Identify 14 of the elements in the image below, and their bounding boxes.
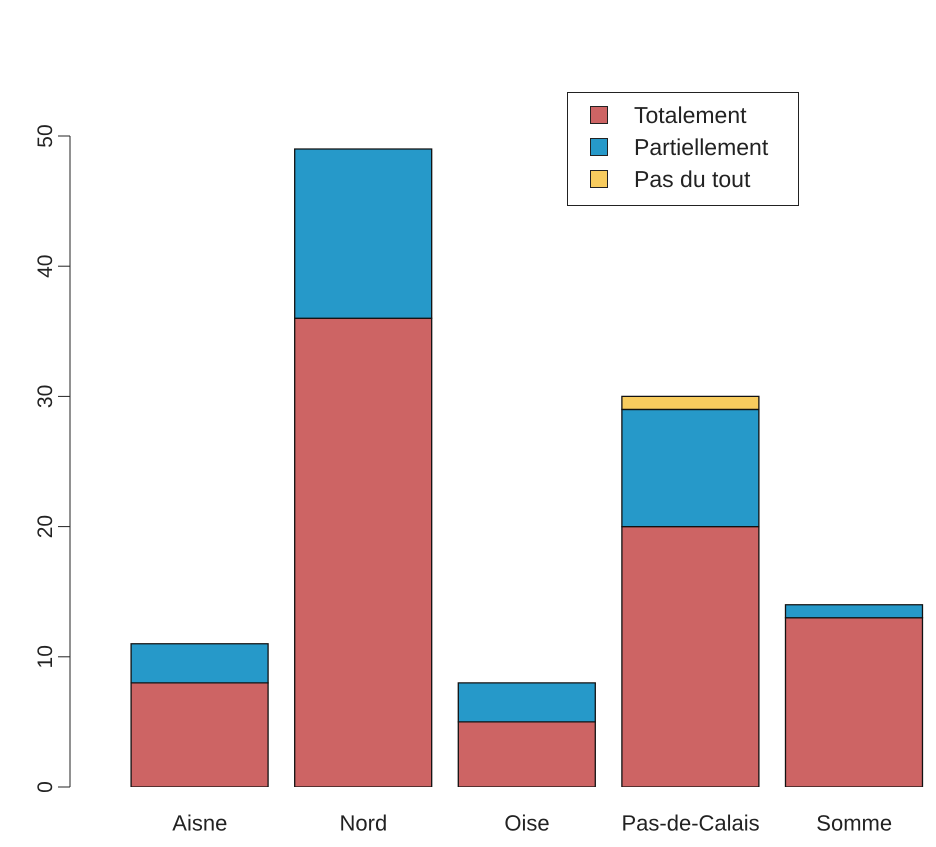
y-tick-label: 20: [34, 514, 57, 538]
legend-label: Totalement: [634, 102, 747, 128]
y-tick-label: 10: [34, 645, 57, 668]
x-tick-label: Nord: [340, 810, 388, 836]
legend-label: Pas du tout: [634, 166, 750, 192]
x-tick-label: Somme: [816, 810, 892, 836]
x-tick-label: Aisne: [172, 810, 228, 836]
legend-label: Partiellement: [634, 134, 768, 160]
y-tick-label: 30: [34, 384, 57, 408]
y-tick-label: 0: [34, 781, 57, 793]
y-tick-label: 50: [34, 124, 57, 148]
x-tick-label: Oise: [504, 810, 550, 836]
y-tick-label: 40: [34, 254, 57, 278]
x-tick-label: Pas-de-Calais: [622, 810, 760, 836]
